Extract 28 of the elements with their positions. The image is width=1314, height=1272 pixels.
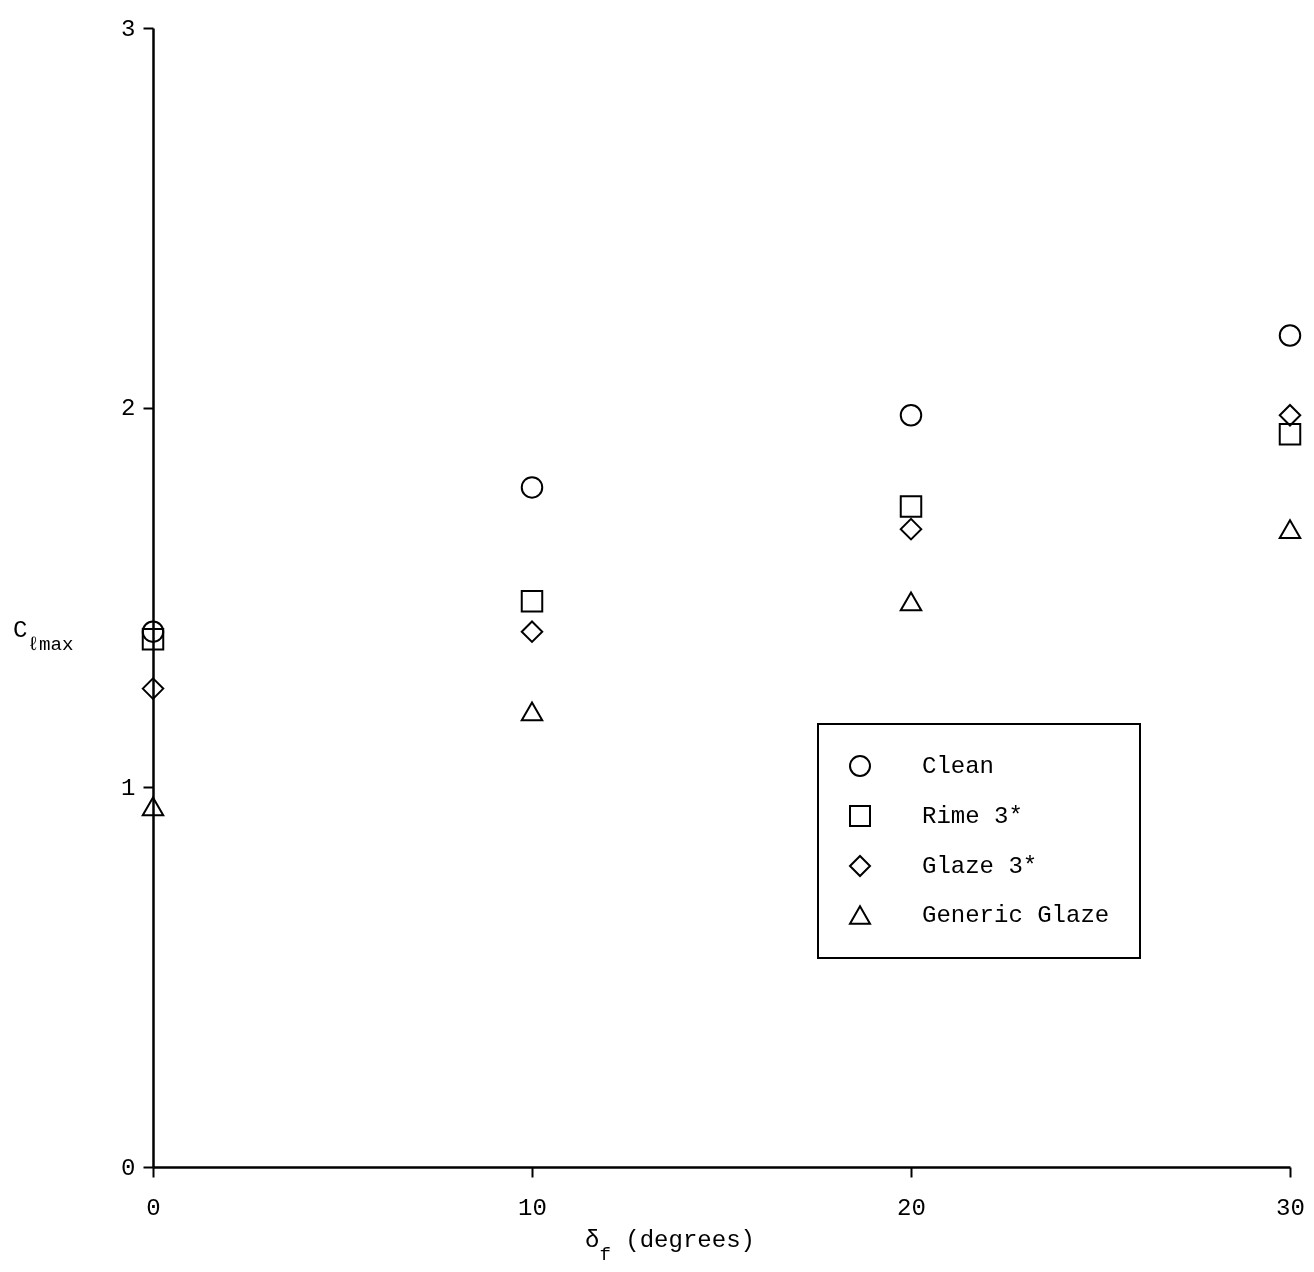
point (1278, 423, 1302, 446)
y-tick-label: 0 (121, 1154, 136, 1182)
x-tick-label: 0 (146, 1194, 161, 1222)
legend-label: Glaze 3* (922, 853, 1038, 880)
point (520, 620, 544, 643)
point (520, 590, 544, 613)
y-tick-label: 3 (121, 15, 136, 43)
point (899, 591, 923, 612)
legend-label: Rime 3* (922, 803, 1023, 830)
point (899, 495, 923, 518)
point (520, 476, 544, 499)
point (141, 677, 165, 700)
point (1278, 519, 1302, 540)
point (141, 628, 165, 651)
legend-label: Generic Glaze (922, 902, 1110, 929)
legend-label: Clean (922, 753, 995, 780)
point (141, 620, 165, 643)
y-tick-label: 1 (121, 774, 136, 802)
point (1278, 324, 1302, 347)
point (520, 701, 544, 722)
x-tick-label: 30 (1276, 1194, 1305, 1222)
point (1278, 404, 1302, 427)
point (899, 404, 923, 427)
point (899, 517, 923, 541)
point (141, 796, 165, 817)
x-tick-label: 20 (897, 1194, 926, 1222)
x-tick-label: 10 (518, 1194, 547, 1222)
y-tick-label: 2 (121, 395, 136, 423)
